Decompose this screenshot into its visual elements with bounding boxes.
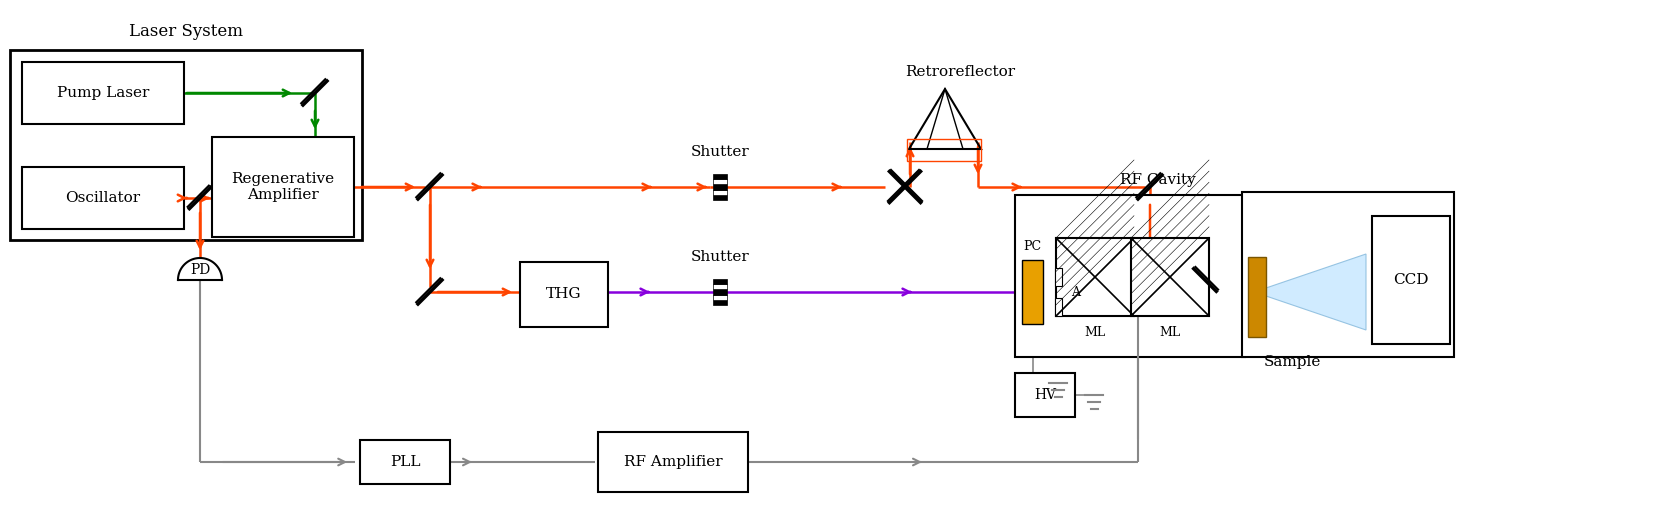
Text: CCD: CCD [1393,273,1429,287]
Polygon shape [1265,254,1366,330]
Bar [1373,216,1451,344]
Text: Shutter: Shutter [691,250,749,264]
Bar [713,279,728,284]
Text: RF Cavity: RF Cavity [1120,173,1196,187]
Text: RF Amplifier: RF Amplifier [624,455,723,469]
Bar [10,50,362,240]
Bar [1022,260,1044,324]
Bar [599,432,748,492]
Text: PD: PD [190,263,210,277]
Bar [1249,257,1265,337]
Bar [1055,298,1062,316]
Text: Retroreflector: Retroreflector [905,65,1016,79]
Bar [713,195,728,200]
Text: HV: HV [1034,388,1055,402]
Text: Sample: Sample [1264,355,1320,369]
Text: Shutter: Shutter [691,145,749,159]
Bar [713,179,728,184]
Bar [713,294,728,300]
Bar [713,189,728,195]
Text: A: A [1072,286,1080,298]
Bar [1055,268,1062,286]
Bar [361,440,450,484]
Bar [713,174,728,179]
Text: PLL: PLL [390,455,420,469]
Text: Laser System: Laser System [129,23,243,40]
Text: Pump Laser: Pump Laser [56,86,149,100]
Bar [22,62,184,124]
Bar [1055,238,1135,316]
Bar [713,184,728,189]
Bar [1016,195,1245,357]
Text: PC: PC [1024,240,1042,253]
Text: Oscillator: Oscillator [66,191,141,205]
Text: ML: ML [1159,326,1181,339]
Text: THG: THG [546,288,582,302]
Bar [1131,238,1209,316]
Bar [1016,373,1075,417]
Bar [713,300,728,305]
Bar [22,167,184,229]
Text: ML: ML [1085,326,1105,339]
Bar [1242,192,1454,357]
Bar [212,137,354,237]
Bar [906,139,981,161]
Bar [713,289,728,294]
Bar [519,262,609,327]
Text: Regenerative
Amplifier: Regenerative Amplifier [232,172,334,202]
Bar [713,284,728,289]
